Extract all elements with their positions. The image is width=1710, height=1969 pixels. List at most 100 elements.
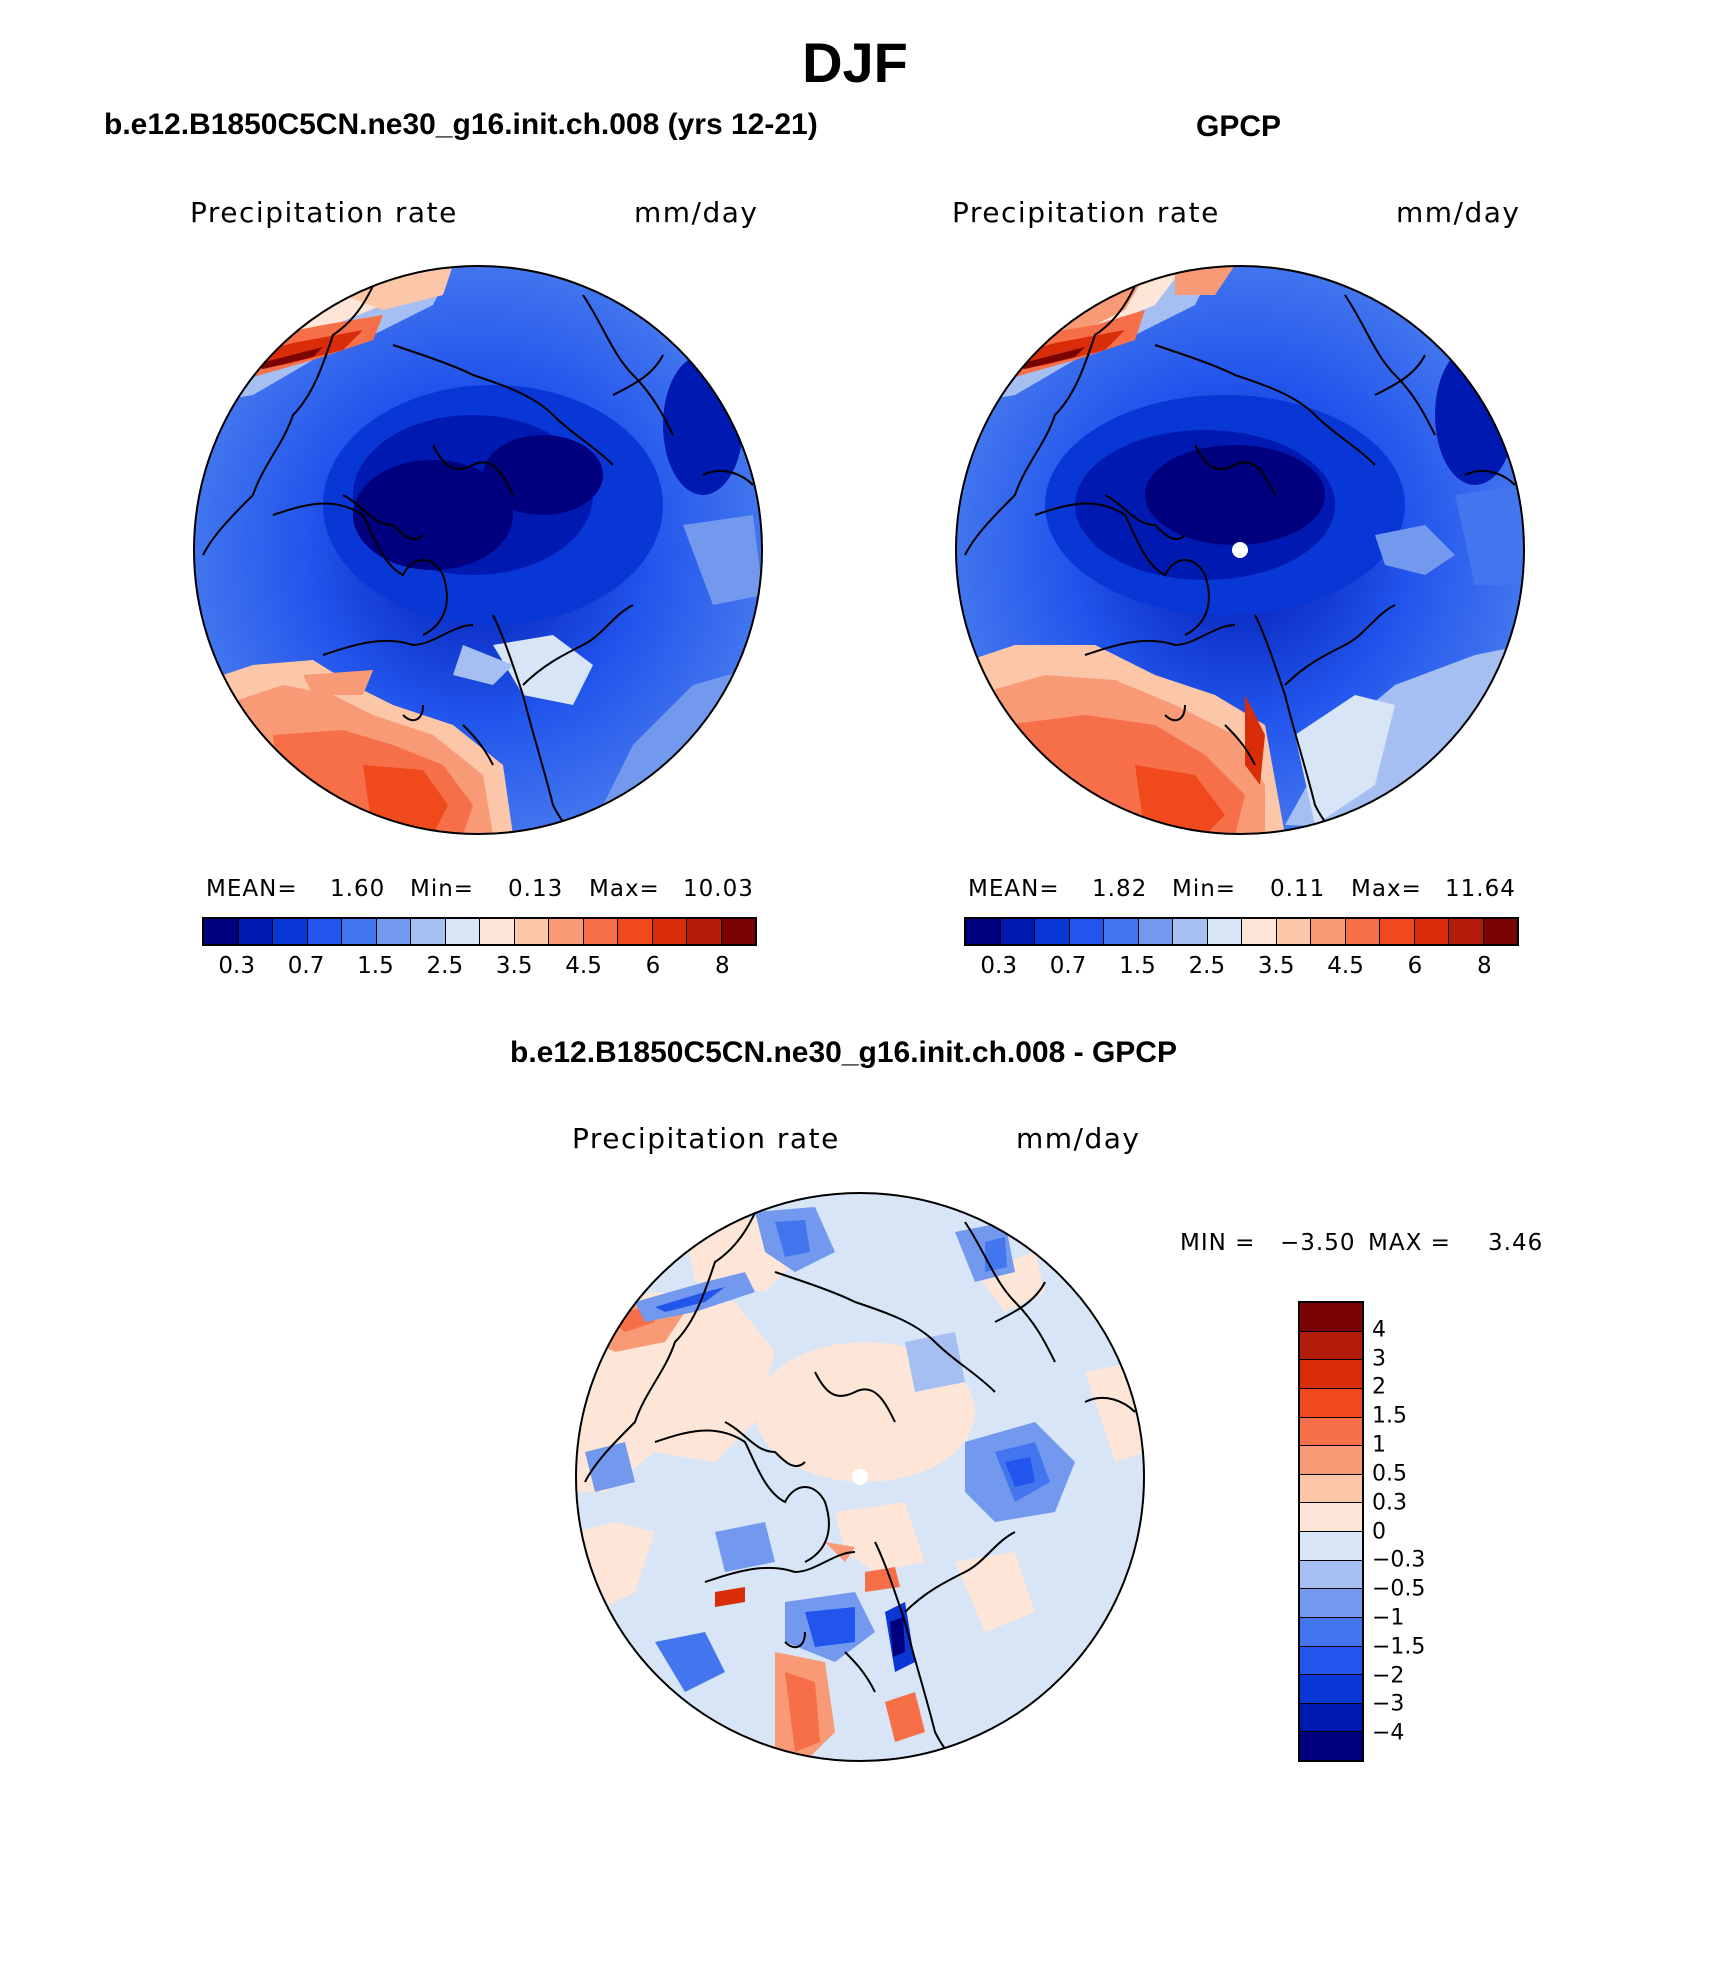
diff-colorbar-tick-label: −0.5 <box>1372 1576 1426 1602</box>
diff-colorbar-swatch <box>1300 1675 1362 1704</box>
model-variable-label: Precipitation rate <box>190 196 458 229</box>
obs-colorbar-swatch <box>1345 919 1380 944</box>
diff-colorbar-swatch <box>1300 1703 1362 1733</box>
diff-colorbar-tick-label: −1.5 <box>1372 1634 1426 1660</box>
obs-variable-label: Precipitation rate <box>952 196 1220 229</box>
obs-colorbar-tick-label: 2.5 <box>1188 953 1226 979</box>
model-colorbar-swatch <box>618 919 653 944</box>
diff-polar-map <box>575 1192 1145 1762</box>
model-units-label: mm/day <box>634 196 759 229</box>
diff-colorbar-swatch <box>1300 1474 1362 1504</box>
diff-colorbar-tick-label: −3 <box>1372 1691 1405 1717</box>
diff-colorbar <box>1298 1301 1364 1762</box>
diff-colorbar-swatch <box>1300 1360 1362 1389</box>
model-colorbar-swatch <box>307 919 342 944</box>
diff-stats-max-label: MAX = <box>1368 1230 1451 1256</box>
diff-variable-label: Precipitation rate <box>572 1122 840 1155</box>
diff-colorbar-tick-label: 4 <box>1372 1317 1386 1343</box>
diff-colorbar-swatch <box>1300 1331 1362 1361</box>
diff-colorbar-swatch <box>1300 1446 1362 1475</box>
diff-panel-title: b.e12.B1850C5CN.ne30_g16.init.ch.008 - G… <box>510 1036 1177 1069</box>
model-colorbar-swatch <box>687 919 722 944</box>
obs-colorbar-tick-label: 0.3 <box>980 953 1017 979</box>
model-colorbar-swatch <box>342 919 377 944</box>
obs-colorbar-swatch <box>1069 919 1104 944</box>
model-colorbar-swatch <box>273 919 308 944</box>
obs-colorbar-swatch <box>966 919 1001 944</box>
obs-stats-max: 11.64 <box>1445 876 1516 902</box>
obs-colorbar-swatch <box>1207 919 1242 944</box>
diff-colorbar-tick-label: 1 <box>1372 1432 1386 1458</box>
model-colorbar-tick-label: 0.3 <box>218 953 255 979</box>
obs-colorbar-swatch <box>1000 919 1035 944</box>
obs-colorbar-swatch <box>1242 919 1277 944</box>
pole-mask-dot <box>852 1469 868 1485</box>
model-panel-title: b.e12.B1850C5CN.ne30_g16.init.ch.008 (yr… <box>104 108 818 141</box>
model-colorbar-swatch <box>480 919 515 944</box>
model-colorbar-swatch <box>204 919 239 944</box>
diff-colorbar-swatch <box>1300 1589 1362 1618</box>
diff-colorbar-tick-label: 0.3 <box>1372 1490 1407 1516</box>
diff-colorbar-swatch <box>1300 1303 1362 1332</box>
obs-stats-mean: 1.82 <box>1092 876 1148 902</box>
model-colorbar-tick-label: 6 <box>645 953 661 979</box>
model-stats-max: 10.03 <box>683 876 754 902</box>
model-colorbar-swatch <box>376 919 411 944</box>
model-stats-min: 0.13 <box>508 876 564 902</box>
obs-colorbar-swatch <box>1173 919 1208 944</box>
obs-colorbar-swatch <box>1449 919 1484 944</box>
diff-colorbar-swatch <box>1300 1646 1362 1676</box>
model-colorbar-swatch <box>549 919 584 944</box>
obs-colorbar-swatch <box>1276 919 1311 944</box>
model-polar-map <box>193 265 763 835</box>
diff-colorbar-swatch <box>1300 1503 1362 1532</box>
obs-units-label: mm/day <box>1396 196 1521 229</box>
obs-colorbar-tick-label: 4.5 <box>1327 953 1364 979</box>
diff-colorbar-swatch <box>1300 1532 1362 1561</box>
obs-colorbar-tick-label: 0.7 <box>1049 953 1087 979</box>
model-stats-min-label: Min= <box>410 876 475 902</box>
diff-colorbar-tick-label: −0.3 <box>1372 1547 1426 1573</box>
diff-colorbar-tick-label: 3 <box>1372 1346 1386 1372</box>
obs-stats-min-label: Min= <box>1172 876 1237 902</box>
obs-colorbar-swatch <box>1483 919 1517 944</box>
obs-colorbar-tick-label: 8 <box>1476 953 1492 979</box>
model-colorbar-tick-label: 0.7 <box>287 953 325 979</box>
model-colorbar-swatch <box>583 919 618 944</box>
diff-stats-max: 3.46 <box>1488 1230 1544 1256</box>
diff-colorbar-tick-label: 1.5 <box>1372 1403 1407 1429</box>
obs-polar-map <box>955 265 1525 835</box>
model-stats-mean: 1.60 <box>330 876 386 902</box>
model-colorbar-swatch <box>721 919 755 944</box>
figure-title: DJF <box>802 31 908 94</box>
diff-colorbar-tick-label: 2 <box>1372 1374 1386 1400</box>
obs-colorbar-tick-label: 6 <box>1407 953 1423 979</box>
obs-colorbar-swatch <box>1380 919 1415 944</box>
model-colorbar-tick-label: 1.5 <box>357 953 394 979</box>
model-colorbar-tick-label: 8 <box>714 953 730 979</box>
diff-colorbar-swatch <box>1300 1560 1362 1590</box>
model-colorbar-swatch <box>652 919 687 944</box>
model-colorbar-swatch <box>514 919 549 944</box>
model-colorbar-tick-label: 2.5 <box>426 953 464 979</box>
diff-colorbar-swatch <box>1300 1617 1362 1647</box>
pole-mask-dot <box>1232 542 1248 558</box>
obs-stats-mean-label: MEAN= <box>968 876 1060 902</box>
diff-colorbar-swatch <box>1300 1417 1362 1447</box>
obs-colorbar-swatch <box>1035 919 1070 944</box>
diff-colorbar-swatch <box>1300 1732 1362 1760</box>
obs-colorbar <box>964 917 1519 946</box>
obs-colorbar-swatch <box>1311 919 1346 944</box>
obs-colorbar-tick-label: 1.5 <box>1119 953 1156 979</box>
obs-stats-min: 0.11 <box>1270 876 1326 902</box>
model-stats-mean-label: MEAN= <box>206 876 298 902</box>
model-colorbar-tick-label: 4.5 <box>565 953 602 979</box>
diff-colorbar-tick-label: 0 <box>1372 1519 1386 1544</box>
obs-colorbar-swatch <box>1414 919 1449 944</box>
obs-stats-max-label: Max= <box>1351 876 1422 902</box>
model-stats-max-label: Max= <box>589 876 660 902</box>
model-colorbar <box>202 917 757 946</box>
diff-colorbar-tick-label: −1 <box>1372 1605 1405 1631</box>
obs-colorbar-tick-label: 3.5 <box>1257 953 1295 979</box>
model-colorbar-swatch <box>238 919 273 944</box>
